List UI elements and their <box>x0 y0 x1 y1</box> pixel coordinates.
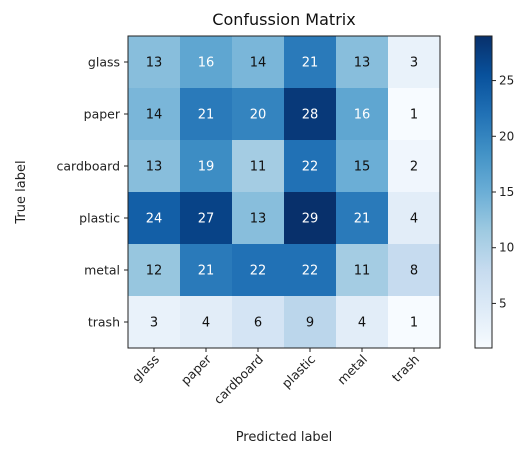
colorbar-tick-label: 5 <box>499 296 507 310</box>
y-tick-label: metal <box>84 263 120 278</box>
cell-value-label: 11 <box>354 264 371 279</box>
heatmap-cell <box>232 296 285 349</box>
cell-value-label: 16 <box>198 56 215 71</box>
cell-value-label: 22 <box>302 160 319 175</box>
plot-frame <box>127 35 441 349</box>
cell-value-label: 13 <box>250 212 267 227</box>
y-tick-label: paper <box>84 107 121 122</box>
heatmap-cell <box>284 296 337 349</box>
heatmap-cell <box>128 192 181 245</box>
x-tick-label: glass <box>129 352 162 385</box>
cell-value-label: 21 <box>302 56 319 71</box>
cell-value-label: 16 <box>354 108 371 123</box>
cell-value-label: 3 <box>410 56 418 71</box>
cell-value-label: 14 <box>146 108 163 123</box>
heatmap-cell <box>128 244 181 297</box>
cell-value-label: 9 <box>306 316 314 331</box>
heatmap-cell <box>336 192 389 245</box>
y-axis-ticks: glass paper cardboard plastic metal trash <box>57 55 128 330</box>
x-tick-label: paper <box>178 351 215 388</box>
cell-value-label: 6 <box>254 316 262 331</box>
x-tick-label: metal <box>334 352 370 388</box>
heatmap-cell <box>336 296 389 349</box>
heatmap-cell <box>128 140 181 193</box>
heatmap-cell <box>232 36 285 89</box>
heatmap-cell <box>388 192 441 245</box>
heatmap-cell <box>232 88 285 141</box>
cell-value-label: 8 <box>410 264 418 279</box>
y-axis-label: True label <box>14 160 29 224</box>
y-tick-label: plastic <box>79 211 120 226</box>
heatmap-cell <box>336 36 389 89</box>
heatmap-cell <box>388 244 441 297</box>
cell-value-label: 3 <box>150 316 158 331</box>
colorbar-tick-label: 10 <box>499 241 514 255</box>
cell-value-label: 14 <box>250 56 267 71</box>
heatmap-cell <box>180 88 233 141</box>
cell-value-label: 21 <box>198 108 215 123</box>
cell-value-label: 4 <box>410 212 418 227</box>
heatmap-cell <box>388 296 441 349</box>
colorbar-ticks: 5 10 15 20 25 <box>492 74 514 310</box>
heatmap-cell <box>284 140 337 193</box>
colorbar-tick-label: 15 <box>499 185 514 199</box>
heatmap-cell <box>180 192 233 245</box>
heatmap-cell <box>336 88 389 141</box>
cell-value-label: 21 <box>354 212 371 227</box>
heatmap-cell <box>180 36 233 89</box>
heatmap-cells: 13 16 14 21 13 314 21 20 28 16 113 19 11 22 15 224 27 13 2… <box>128 36 441 349</box>
heatmap-cell <box>180 140 233 193</box>
cell-value-label: 1 <box>410 316 418 331</box>
colorbar-tick-label: 25 <box>499 74 514 88</box>
cell-value-label: 27 <box>198 212 215 227</box>
cell-value-label: 22 <box>302 264 319 279</box>
heatmap-cell <box>284 36 337 89</box>
heatmap-cell <box>336 140 389 193</box>
cell-value-label: 20 <box>250 108 267 123</box>
x-tick-label: trash <box>389 352 422 385</box>
x-axis-label: Predicted label <box>236 430 333 445</box>
cell-value-label: 29 <box>302 212 319 227</box>
cell-value-label: 19 <box>198 160 215 175</box>
cell-value-label: 15 <box>354 160 371 175</box>
cell-value-label: 13 <box>354 56 371 71</box>
heatmap-cell <box>128 296 181 349</box>
cell-value-label: 11 <box>250 160 267 175</box>
cell-value-label: 22 <box>250 264 267 279</box>
heatmap-cell <box>284 88 337 141</box>
cell-value-label: 13 <box>146 56 163 71</box>
x-tick-label: cardboard <box>211 352 266 407</box>
colorbar <box>474 35 493 349</box>
cell-value-label: 2 <box>410 160 418 175</box>
heatmap-cell <box>388 36 441 89</box>
heatmap-cell <box>180 296 233 349</box>
heatmap-cell <box>128 36 181 89</box>
heatmap-cell <box>336 244 389 297</box>
heatmap-cell <box>232 192 285 245</box>
heatmap-cell <box>388 140 441 193</box>
cell-value-label: 28 <box>302 108 319 123</box>
cell-value-label: 13 <box>146 160 163 175</box>
cell-value-label: 4 <box>202 316 210 331</box>
cell-value-label: 24 <box>146 212 163 227</box>
heatmap-cell <box>232 140 285 193</box>
cell-value-label: 1 <box>410 108 418 123</box>
cell-value-label: 21 <box>198 264 215 279</box>
heatmap-cell <box>232 244 285 297</box>
cell-value-label: 4 <box>358 316 366 331</box>
cell-value-label: 12 <box>146 264 163 279</box>
colorbar-tick-label: 20 <box>499 129 514 143</box>
heatmap-cell <box>388 88 441 141</box>
y-tick-label: glass <box>88 55 120 70</box>
y-tick-label: trash <box>88 315 120 330</box>
heatmap-cell <box>128 88 181 141</box>
heatmap-cell <box>284 244 337 297</box>
x-tick-label: plastic <box>279 351 319 391</box>
heatmap-cell <box>180 244 233 297</box>
y-tick-label: cardboard <box>57 159 120 174</box>
chart-title: Confussion Matrix <box>212 10 355 29</box>
heatmap-cell <box>284 192 337 245</box>
